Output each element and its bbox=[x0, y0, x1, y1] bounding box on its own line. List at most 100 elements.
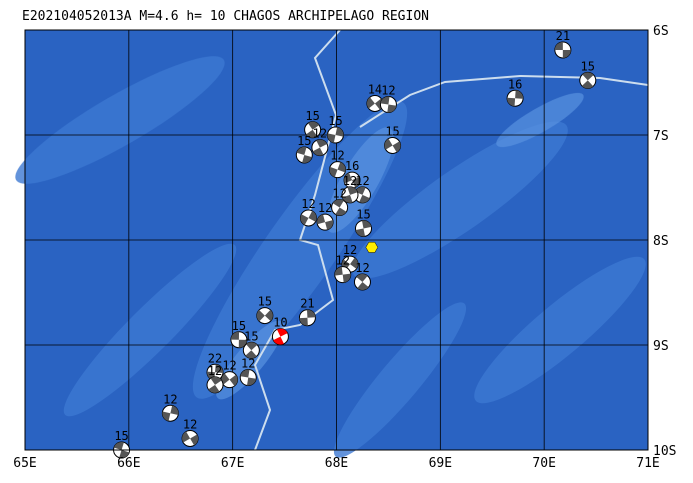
beachball bbox=[256, 307, 274, 325]
x-tick-label: 69E bbox=[429, 456, 452, 471]
depth-label: 12 bbox=[183, 417, 197, 431]
beachball bbox=[242, 341, 260, 359]
beachball bbox=[506, 89, 524, 107]
beachball-quadrant bbox=[316, 139, 328, 148]
beachball bbox=[354, 219, 372, 237]
x-tick-label: 66E bbox=[117, 456, 140, 471]
depth-label: 12 bbox=[355, 174, 369, 188]
beachball-quadrant bbox=[256, 310, 265, 322]
beachball-quadrant bbox=[327, 133, 336, 143]
depth-label: 16 bbox=[508, 77, 522, 91]
depth-label: 12 bbox=[301, 197, 315, 211]
beachball-quadrant bbox=[356, 273, 368, 282]
beachball bbox=[298, 309, 316, 327]
beachball-quadrant bbox=[332, 199, 344, 208]
y-tick-label: 6S bbox=[653, 24, 669, 39]
depth-label: 12 bbox=[318, 201, 332, 215]
beachball-quadrant bbox=[245, 350, 257, 359]
beachball bbox=[304, 121, 322, 139]
beachball-quadrant bbox=[344, 172, 353, 184]
beachball-quadrant bbox=[335, 127, 344, 137]
beachball-quadrant bbox=[240, 369, 250, 378]
y-tick-label: 7S bbox=[653, 129, 669, 144]
depth-label: 12 bbox=[343, 243, 357, 257]
beachball bbox=[221, 371, 239, 389]
depth-label: 16 bbox=[345, 159, 359, 173]
depth-label: 15 bbox=[244, 329, 258, 343]
beachball bbox=[239, 369, 257, 387]
beachball bbox=[554, 41, 572, 59]
depth-label: 12 bbox=[336, 254, 350, 268]
map-title: E202104052013A M=4.6 h= 10 CHAGOS ARCHIP… bbox=[22, 9, 429, 24]
beachball-quadrant bbox=[162, 411, 171, 422]
beachball-quadrant bbox=[113, 442, 124, 450]
depth-label: 15 bbox=[258, 295, 272, 309]
plate-boundary bbox=[253, 29, 341, 451]
beachball bbox=[579, 71, 597, 89]
beachball-quadrant bbox=[582, 72, 594, 81]
depth-label: 12 bbox=[355, 261, 369, 275]
beachball-quadrant bbox=[238, 339, 247, 348]
beachball bbox=[353, 273, 371, 291]
depth-label: 12 bbox=[163, 392, 177, 406]
beachball-quadrant bbox=[334, 266, 343, 276]
depth-label: 12 bbox=[381, 84, 395, 98]
beachball bbox=[311, 139, 329, 157]
depth-label: 15 bbox=[114, 429, 128, 443]
beachball bbox=[181, 429, 199, 447]
beachball-quadrant bbox=[312, 147, 324, 156]
depth-label: 15 bbox=[356, 207, 370, 221]
beachball bbox=[271, 328, 289, 346]
beachball-quadrant bbox=[170, 405, 179, 416]
beachball-quadrant bbox=[342, 273, 351, 283]
beachball-quadrant bbox=[355, 186, 366, 195]
beachball-quadrant bbox=[361, 220, 372, 229]
beachball bbox=[331, 198, 349, 216]
beachball-quadrant bbox=[515, 90, 524, 99]
depth-label: 12 bbox=[313, 127, 327, 141]
depth-label: 12 bbox=[208, 364, 222, 378]
beachball-quadrant bbox=[210, 376, 222, 385]
depth-label: 14 bbox=[368, 83, 382, 97]
beachball-quadrant bbox=[299, 317, 308, 326]
map-frame bbox=[24, 29, 649, 451]
depth-label: 21 bbox=[300, 297, 314, 311]
y-tick-label: 10S bbox=[653, 444, 676, 459]
depth-label: 15 bbox=[581, 59, 595, 73]
beachball-quadrant bbox=[264, 309, 273, 322]
depth-label: 15 bbox=[232, 319, 246, 333]
beachball bbox=[230, 331, 248, 349]
beachball-quadrant bbox=[300, 214, 309, 226]
beachball bbox=[295, 146, 313, 164]
x-tick-label: 68E bbox=[325, 456, 348, 471]
beachball-quadrant bbox=[355, 228, 366, 237]
beachball-quadrant bbox=[308, 121, 320, 130]
depth-label: 22 bbox=[208, 351, 222, 365]
beachball bbox=[326, 126, 344, 144]
beachball bbox=[329, 161, 347, 179]
depth-label: 12 bbox=[332, 186, 346, 200]
beachball-quadrant bbox=[208, 384, 220, 393]
beachball-quadrant bbox=[357, 282, 369, 290]
beachball bbox=[161, 404, 179, 422]
beachball-quadrant bbox=[182, 431, 191, 443]
depth-label: 15 bbox=[385, 125, 399, 139]
beachball-quadrant bbox=[581, 80, 594, 89]
beachball bbox=[384, 137, 402, 154]
beachball-quadrant bbox=[562, 49, 571, 58]
beachball-quadrant bbox=[366, 97, 375, 109]
beachball-quadrant bbox=[273, 336, 284, 345]
plate-boundary bbox=[359, 74, 649, 128]
beachball-quadrant bbox=[387, 104, 397, 113]
beachball-quadrant bbox=[384, 138, 393, 150]
beachball-quadrant bbox=[317, 214, 326, 225]
beachball-quadrant bbox=[308, 210, 317, 222]
y-tick-label: 9S bbox=[653, 339, 669, 354]
beachball-quadrant bbox=[302, 154, 313, 163]
beachball bbox=[316, 213, 334, 231]
beachball-quadrant bbox=[307, 309, 316, 318]
epicenter bbox=[365, 241, 379, 253]
beachball bbox=[299, 209, 317, 227]
beachball-quadrant bbox=[329, 166, 338, 178]
beachball-quadrant bbox=[296, 146, 307, 155]
